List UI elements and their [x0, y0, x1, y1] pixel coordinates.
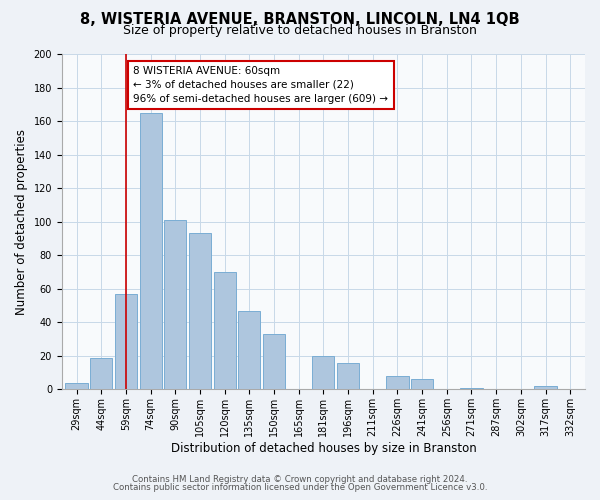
Bar: [164, 220, 187, 390]
Text: Contains public sector information licensed under the Open Government Licence v3: Contains public sector information licen…: [113, 483, 487, 492]
Bar: [90, 358, 112, 390]
Bar: [238, 310, 260, 390]
Bar: [337, 362, 359, 390]
Bar: [65, 382, 88, 390]
Bar: [263, 334, 285, 390]
Bar: [214, 272, 236, 390]
Bar: [411, 380, 433, 390]
Bar: [312, 356, 334, 390]
Bar: [386, 376, 409, 390]
Bar: [140, 112, 162, 390]
Bar: [460, 388, 482, 390]
Bar: [115, 294, 137, 390]
Y-axis label: Number of detached properties: Number of detached properties: [15, 128, 28, 314]
Text: Size of property relative to detached houses in Branston: Size of property relative to detached ho…: [123, 24, 477, 37]
Text: Contains HM Land Registry data © Crown copyright and database right 2024.: Contains HM Land Registry data © Crown c…: [132, 475, 468, 484]
Bar: [535, 386, 557, 390]
Text: 8 WISTERIA AVENUE: 60sqm
← 3% of detached houses are smaller (22)
96% of semi-de: 8 WISTERIA AVENUE: 60sqm ← 3% of detache…: [133, 66, 388, 104]
Bar: [189, 234, 211, 390]
X-axis label: Distribution of detached houses by size in Branston: Distribution of detached houses by size …: [170, 442, 476, 455]
Text: 8, WISTERIA AVENUE, BRANSTON, LINCOLN, LN4 1QB: 8, WISTERIA AVENUE, BRANSTON, LINCOLN, L…: [80, 12, 520, 28]
